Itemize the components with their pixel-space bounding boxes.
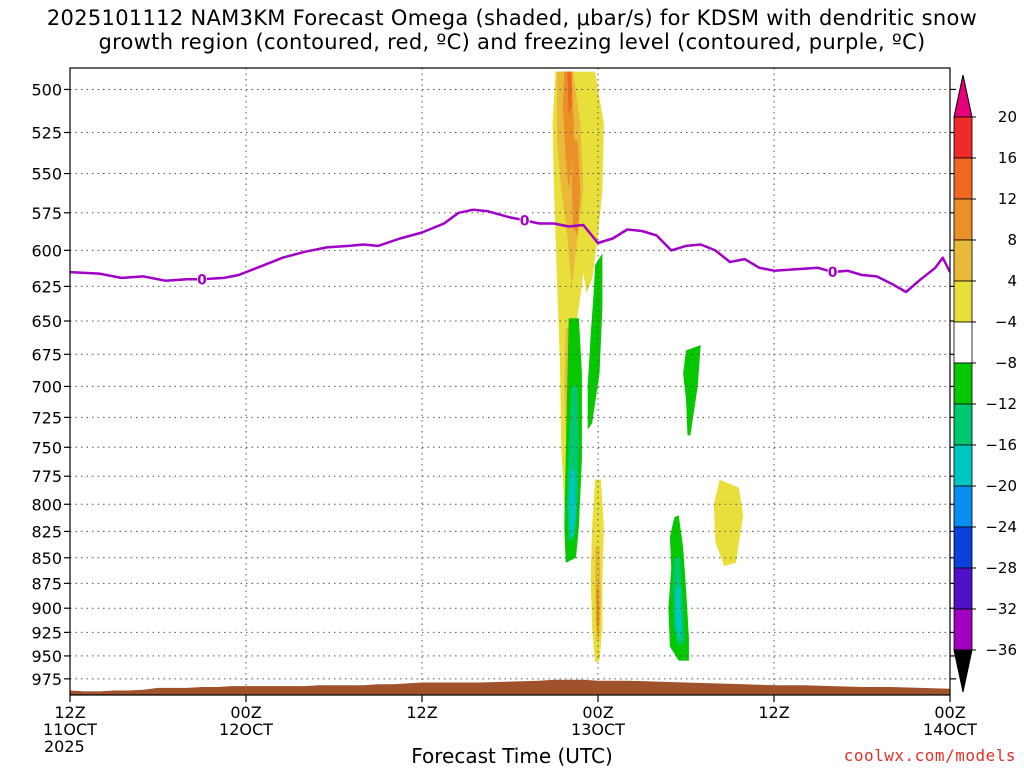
x-tick-label-60-1: 14OCT — [923, 720, 977, 739]
colorbar-band-9 — [953, 485, 973, 528]
colorbar-label-6: −8 — [995, 354, 1017, 372]
colorbar-band-2 — [953, 198, 973, 241]
omega-region-12 — [713, 479, 744, 566]
plot-area — [70, 68, 950, 695]
x-tick-label-12-1: 12OCT — [219, 720, 273, 739]
y-axis: 500 525 550 575 600 625 650 675 700 725 750 775 800 8… — [31, 80, 956, 689]
x-tick-label-0-1: 11OCT — [43, 720, 97, 739]
omega-region-7 — [567, 71, 572, 116]
colorbar-label-2: 12 — [998, 190, 1017, 208]
y-tick-label-975: 975 — [31, 670, 62, 689]
y-tick-label-700: 700 — [31, 377, 62, 396]
omega-region-19 — [568, 470, 576, 537]
colorbar-band-3 — [953, 239, 973, 282]
freezing-label-bg-1 — [519, 212, 530, 229]
y-tick-label-750: 750 — [31, 438, 62, 457]
y-tick-label-950: 950 — [31, 647, 62, 666]
colorbar-label-1: 16 — [998, 149, 1017, 167]
colorbar-label-5: −4 — [995, 313, 1017, 331]
colorbar-band-10 — [953, 526, 973, 569]
freezing-label-1: 0 — [520, 213, 530, 229]
colorbar-label-10: −24 — [985, 518, 1017, 536]
colorbar-band-7 — [953, 403, 973, 446]
omega-region-15 — [683, 345, 701, 436]
terrain-fill — [70, 679, 950, 695]
y-tick-label-825: 825 — [31, 522, 62, 541]
omega-region-11 — [596, 588, 600, 633]
y-tick-label-575: 575 — [31, 204, 62, 223]
credit-text: coolwx.com/models — [843, 746, 1016, 765]
x-tick-label-36-1: 13OCT — [571, 720, 625, 739]
y-tick-label-525: 525 — [31, 124, 62, 143]
freezing-label-bg-0 — [197, 271, 207, 288]
colorbar-band-4 — [953, 280, 973, 323]
x-tick-label-12-0: 00Z — [230, 703, 261, 722]
omega-region-1 — [574, 71, 604, 294]
omega-region-20 — [675, 588, 682, 642]
colorbar-label-3: 8 — [1007, 231, 1017, 249]
x-tick-label-36-0: 00Z — [582, 703, 613, 722]
colorbar-band-0 — [953, 116, 973, 159]
y-tick-label-650: 650 — [31, 312, 62, 331]
colorbar-label-4: 4 — [1007, 272, 1017, 290]
x-tick-label-0-2: 2025 — [44, 737, 85, 756]
y-tick-label-925: 925 — [31, 623, 62, 642]
y-tick-label-500: 500 — [31, 80, 62, 99]
title-line-2: growth region (contoured, red, ºC) and f… — [98, 30, 926, 54]
omega-shading — [552, 71, 744, 663]
colorbar-band-11 — [953, 567, 973, 610]
x-tick-label-0-0: 12Z — [54, 703, 85, 722]
x-axis-label: Forecast Time (UTC) — [411, 744, 613, 768]
chart-title: 2025101112 NAM3KM Forecast Omega (shaded… — [0, 6, 1024, 54]
colorbar-label-8: −16 — [985, 436, 1017, 454]
colorbar-band-12 — [953, 608, 973, 651]
colorbar-top-triangle — [953, 74, 973, 118]
colorbar-label-12: −32 — [985, 600, 1017, 618]
colorbar: 20 16 12 8 4 −4 −8 −12 −16 −20 −24 −28 −32 −36 — [953, 74, 1017, 693]
colorbar-label-0: 20 — [998, 108, 1017, 126]
y-tick-label-775: 775 — [31, 467, 62, 486]
y-tick-label-875: 875 — [31, 574, 62, 593]
freezing-label-2: 0 — [828, 265, 838, 281]
y-tick-label-800: 800 — [31, 495, 62, 514]
omega-region-5 — [571, 140, 581, 236]
omega-region-13 — [587, 253, 603, 430]
colorbar-bottom-triangle — [953, 649, 973, 693]
x-tick-label-24-0: 12Z — [406, 703, 437, 722]
terrain-layer — [70, 679, 950, 695]
freezing-label-0: 0 — [197, 272, 207, 288]
colorbar-label-13: −36 — [985, 641, 1017, 659]
plot-frame — [69, 67, 951, 696]
colorbar-band-6 — [953, 362, 973, 405]
x-tick-label-60-0: 00Z — [934, 703, 965, 722]
colorbar-label-7: −12 — [985, 395, 1017, 413]
colorbar-label-11: −28 — [985, 559, 1017, 577]
colorbar-band-8 — [953, 444, 973, 487]
y-tick-label-725: 725 — [31, 408, 62, 427]
title-line-1: 2025101112 NAM3KM Forecast Omega (shaded… — [46, 6, 978, 30]
colorbar-label-9: −20 — [985, 477, 1017, 495]
freezing-level-layer: 0 0 0 — [70, 208, 950, 294]
y-tick-label-550: 550 — [31, 165, 62, 184]
x-tick-label-48-0: 12Z — [758, 703, 789, 722]
y-tick-label-625: 625 — [31, 277, 62, 296]
colorbar-band-5 — [953, 321, 973, 364]
y-tick-label-850: 850 — [31, 549, 62, 568]
colorbar-band-1 — [953, 157, 973, 200]
y-tick-label-675: 675 — [31, 345, 62, 364]
freezing-label-bg-2 — [827, 264, 838, 281]
y-tick-label-900: 900 — [31, 599, 62, 618]
y-tick-label-600: 600 — [31, 241, 62, 260]
